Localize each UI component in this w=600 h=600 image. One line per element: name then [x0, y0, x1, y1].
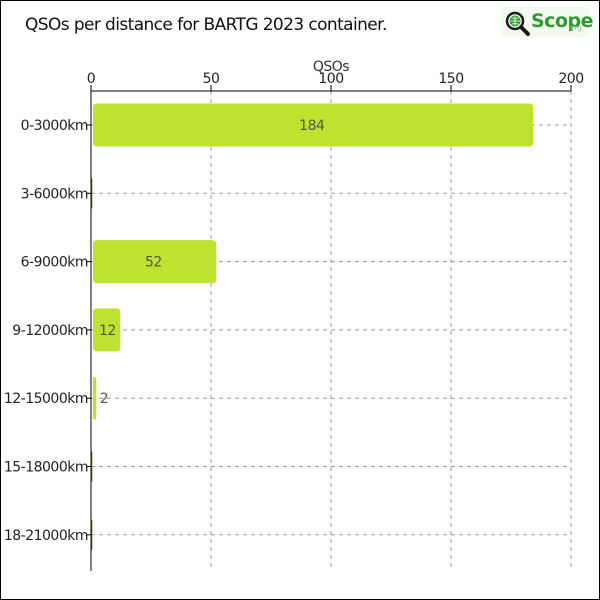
- x-tick-label: 150: [438, 71, 463, 87]
- y-tick-label: 15-18000km: [4, 460, 88, 476]
- y-tick-label: 12-15000km: [4, 391, 88, 407]
- qscope-logo: Scope .org: [501, 7, 594, 37]
- bar: [93, 103, 534, 147]
- grid-lines: [91, 91, 572, 571]
- data-label: 12: [99, 323, 116, 339]
- data-label: 52: [145, 255, 162, 271]
- magnifier-globe-icon: [505, 11, 530, 36]
- bar: [93, 308, 121, 352]
- logo-suffix: .org: [568, 24, 582, 32]
- y-tick-label: 3-6000km: [21, 186, 88, 202]
- y-tick-label: 18-21000km: [4, 528, 88, 544]
- logo-wordmark: Scope: [531, 10, 594, 32]
- x-tick-label: 0: [87, 71, 95, 87]
- data-label: 2: [100, 391, 108, 407]
- x-tick-label: 50: [203, 71, 220, 87]
- bar: [93, 376, 97, 420]
- data-label: 184: [299, 118, 325, 134]
- x-tick-label: 200: [558, 71, 583, 87]
- y-tick-label: 6-9000km: [21, 255, 88, 271]
- x-axis-label: QSOs: [313, 59, 349, 75]
- axes: 0 50 100 150 200 0-3000km 3-6000km 6-9000km 9-12…: [4, 71, 584, 571]
- y-tick-label: 0-3000km: [21, 118, 88, 134]
- bar: [93, 240, 217, 284]
- x-tick-label: 100: [318, 71, 343, 87]
- chart-title: QSOs per distance for BARTG 2023 contain…: [25, 15, 387, 35]
- y-tick-label: 9-12000km: [12, 323, 88, 339]
- bars: 184 52 12 2: [91, 103, 534, 550]
